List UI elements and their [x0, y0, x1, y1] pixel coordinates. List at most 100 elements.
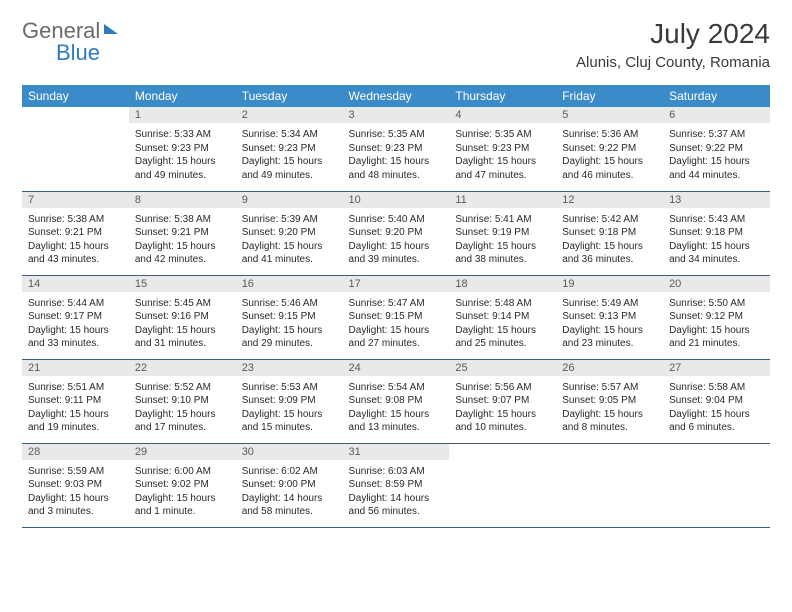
calendar-day-cell: [556, 443, 663, 527]
sunset-text: Sunset: 8:59 PM: [349, 478, 444, 492]
day-details: Sunrise: 5:57 AMSunset: 9:05 PMDaylight:…: [556, 378, 663, 441]
calendar-day-cell: 1Sunrise: 5:33 AMSunset: 9:23 PMDaylight…: [129, 107, 236, 191]
day-number: 9: [236, 192, 343, 208]
sunset-text: Sunset: 9:00 PM: [242, 478, 337, 492]
weekday-header: Monday: [129, 85, 236, 107]
calendar-body: 1Sunrise: 5:33 AMSunset: 9:23 PMDaylight…: [22, 107, 770, 527]
sunset-text: Sunset: 9:12 PM: [669, 310, 764, 324]
day-number: 14: [22, 276, 129, 292]
calendar-day-cell: 31Sunrise: 6:03 AMSunset: 8:59 PMDayligh…: [343, 443, 450, 527]
daylight-text-1: Daylight: 15 hours: [562, 408, 657, 422]
daylight-text-1: Daylight: 15 hours: [242, 324, 337, 338]
day-number: 5: [556, 107, 663, 123]
daylight-text-1: Daylight: 14 hours: [349, 492, 444, 506]
day-number: 22: [129, 360, 236, 376]
sunrise-text: Sunrise: 5:53 AM: [242, 381, 337, 395]
calendar-day-cell: 23Sunrise: 5:53 AMSunset: 9:09 PMDayligh…: [236, 359, 343, 443]
calendar-day-cell: 7Sunrise: 5:38 AMSunset: 9:21 PMDaylight…: [22, 191, 129, 275]
daylight-text-2: and 46 minutes.: [562, 169, 657, 183]
daylight-text-2: and 36 minutes.: [562, 253, 657, 267]
daylight-text-2: and 10 minutes.: [455, 421, 550, 435]
sunrise-text: Sunrise: 5:46 AM: [242, 297, 337, 311]
day-details: Sunrise: 5:35 AMSunset: 9:23 PMDaylight:…: [449, 125, 556, 188]
daylight-text-2: and 3 minutes.: [28, 505, 123, 519]
day-number: 1: [129, 107, 236, 123]
sunrise-text: Sunrise: 5:59 AM: [28, 465, 123, 479]
calendar-day-cell: 9 Sunrise: 5:39 AMSunset: 9:20 PMDaylight…: [236, 191, 343, 275]
sunrise-text: Sunrise: 5:50 AM: [669, 297, 764, 311]
calendar-day-cell: 2Sunrise: 5:34 AMSunset: 9:23 PMDaylight…: [236, 107, 343, 191]
daylight-text-1: Daylight: 15 hours: [349, 324, 444, 338]
day-details: Sunrise: 5:47 AMSunset: 9:15 PMDaylight:…: [343, 294, 450, 357]
day-details: Sunrise: 5:49 AMSunset: 9:13 PMDaylight:…: [556, 294, 663, 357]
daylight-text-2: and 48 minutes.: [349, 169, 444, 183]
calendar-day-cell: 6Sunrise: 5:37 AMSunset: 9:22 PMDaylight…: [663, 107, 770, 191]
day-number: 12: [556, 192, 663, 208]
daylight-text-2: and 34 minutes.: [669, 253, 764, 267]
daylight-text-2: and 41 minutes.: [242, 253, 337, 267]
day-details: Sunrise: 5:43 AMSunset: 9:18 PMDaylight:…: [663, 210, 770, 273]
daylight-text-1: Daylight: 15 hours: [562, 155, 657, 169]
day-details: Sunrise: 5:56 AMSunset: 9:07 PMDaylight:…: [449, 378, 556, 441]
day-number: 3: [343, 107, 450, 123]
calendar-day-cell: 22Sunrise: 5:52 AMSunset: 9:10 PMDayligh…: [129, 359, 236, 443]
daylight-text-2: and 38 minutes.: [455, 253, 550, 267]
day-number: 23: [236, 360, 343, 376]
calendar-day-cell: 18Sunrise: 5:48 AMSunset: 9:14 PMDayligh…: [449, 275, 556, 359]
day-details: Sunrise: 6:02 AMSunset: 9:00 PMDaylight:…: [236, 462, 343, 525]
calendar-day-cell: 26Sunrise: 5:57 AMSunset: 9:05 PMDayligh…: [556, 359, 663, 443]
daylight-text-2: and 43 minutes.: [28, 253, 123, 267]
day-number: 25: [449, 360, 556, 376]
day-number: 27: [663, 360, 770, 376]
sunrise-text: Sunrise: 5:52 AM: [135, 381, 230, 395]
day-number: 20: [663, 276, 770, 292]
sunset-text: Sunset: 9:16 PM: [135, 310, 230, 324]
day-details: Sunrise: 5:38 AMSunset: 9:21 PMDaylight:…: [129, 210, 236, 273]
day-number: 24: [343, 360, 450, 376]
calendar-week-row: 1Sunrise: 5:33 AMSunset: 9:23 PMDaylight…: [22, 107, 770, 191]
calendar-week-row: 14Sunrise: 5:44 AMSunset: 9:17 PMDayligh…: [22, 275, 770, 359]
sunrise-text: Sunrise: 6:02 AM: [242, 465, 337, 479]
day-details: Sunrise: 5:51 AMSunset: 9:11 PMDaylight:…: [22, 378, 129, 441]
sunset-text: Sunset: 9:15 PM: [242, 310, 337, 324]
daylight-text-2: and 27 minutes.: [349, 337, 444, 351]
day-number: 21: [22, 360, 129, 376]
daylight-text-2: and 44 minutes.: [669, 169, 764, 183]
brand-part2: Blue: [56, 40, 100, 66]
calendar-day-cell: 12Sunrise: 5:42 AMSunset: 9:18 PMDayligh…: [556, 191, 663, 275]
sunrise-text: Sunrise: 5:36 AM: [562, 128, 657, 142]
calendar-day-cell: 5Sunrise: 5:36 AMSunset: 9:22 PMDaylight…: [556, 107, 663, 191]
daylight-text-2: and 58 minutes.: [242, 505, 337, 519]
sunset-text: Sunset: 9:19 PM: [455, 226, 550, 240]
sunset-text: Sunset: 9:05 PM: [562, 394, 657, 408]
day-number: 28: [22, 444, 129, 460]
sunset-text: Sunset: 9:07 PM: [455, 394, 550, 408]
calendar-week-row: 28Sunrise: 5:59 AMSunset: 9:03 PMDayligh…: [22, 443, 770, 527]
calendar-day-cell: [22, 107, 129, 191]
daylight-text-2: and 21 minutes.: [669, 337, 764, 351]
calendar-day-cell: 15Sunrise: 5:45 AMSunset: 9:16 PMDayligh…: [129, 275, 236, 359]
daylight-text-2: and 42 minutes.: [135, 253, 230, 267]
day-details: Sunrise: 5:39 AMSunset: 9:20 PMDaylight:…: [236, 210, 343, 273]
daylight-text-2: and 47 minutes.: [455, 169, 550, 183]
sunset-text: Sunset: 9:15 PM: [349, 310, 444, 324]
day-number: 10: [343, 192, 450, 208]
daylight-text-2: and 8 minutes.: [562, 421, 657, 435]
calendar-day-cell: 30Sunrise: 6:02 AMSunset: 9:00 PMDayligh…: [236, 443, 343, 527]
daylight-text-1: Daylight: 15 hours: [349, 408, 444, 422]
sunrise-text: Sunrise: 5:33 AM: [135, 128, 230, 142]
daylight-text-2: and 17 minutes.: [135, 421, 230, 435]
daylight-text-1: Daylight: 15 hours: [349, 240, 444, 254]
day-details: Sunrise: 5:35 AMSunset: 9:23 PMDaylight:…: [343, 125, 450, 188]
day-number: 17: [343, 276, 450, 292]
day-number: 4: [449, 107, 556, 123]
sunrise-text: Sunrise: 5:42 AM: [562, 213, 657, 227]
daylight-text-2: and 39 minutes.: [349, 253, 444, 267]
sunrise-text: Sunrise: 5:39 AM: [242, 213, 337, 227]
calendar-day-cell: 8Sunrise: 5:38 AMSunset: 9:21 PMDaylight…: [129, 191, 236, 275]
day-details: Sunrise: 5:45 AMSunset: 9:16 PMDaylight:…: [129, 294, 236, 357]
day-number: 18: [449, 276, 556, 292]
sunrise-text: Sunrise: 5:40 AM: [349, 213, 444, 227]
sunset-text: Sunset: 9:21 PM: [135, 226, 230, 240]
title-block: July 2024 Alunis, Cluj County, Romania: [576, 18, 770, 71]
